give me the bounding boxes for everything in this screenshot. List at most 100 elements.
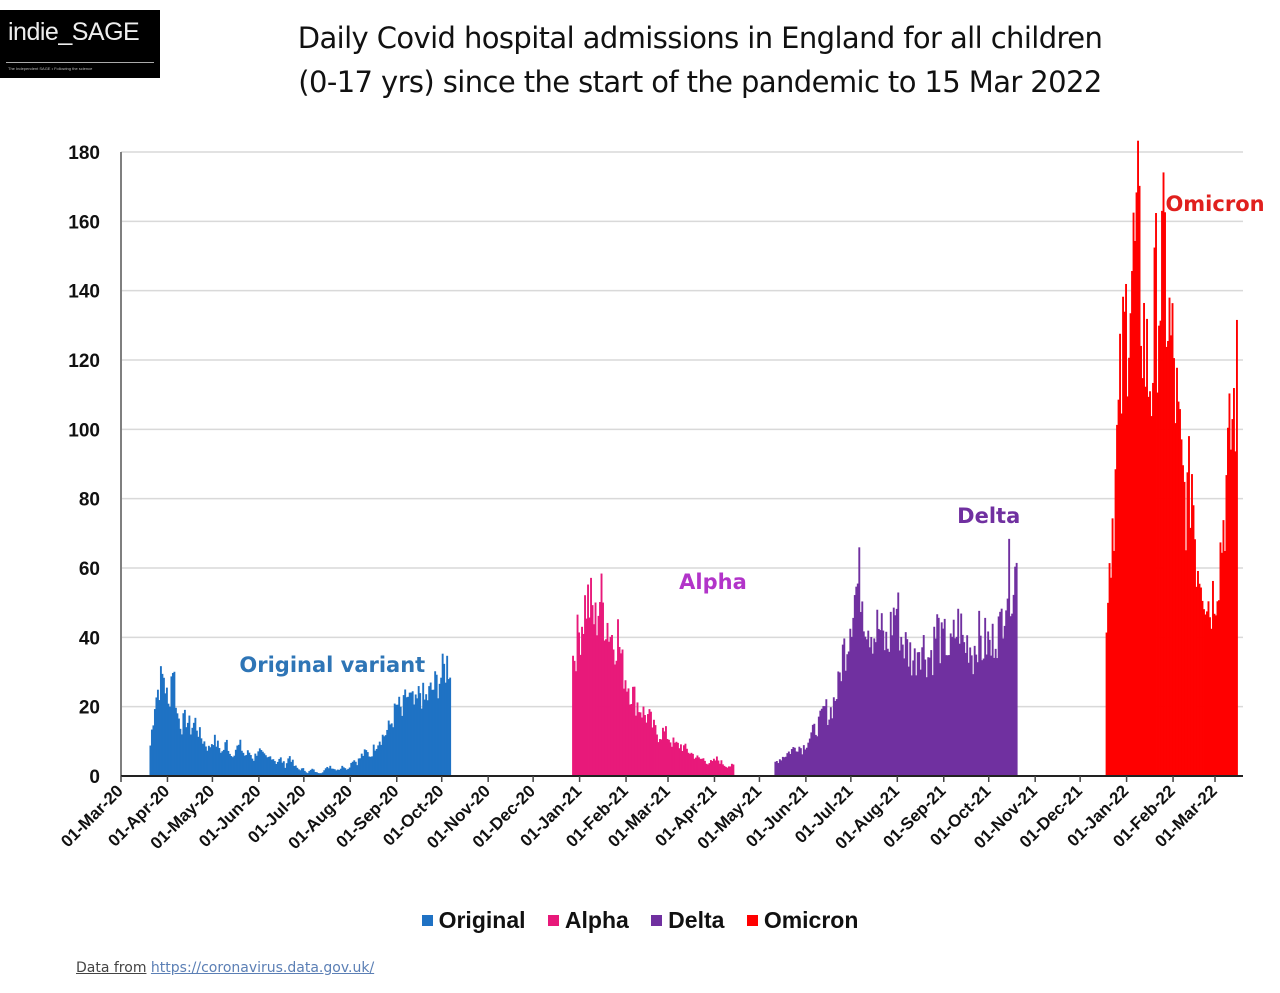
bar <box>798 746 801 776</box>
bar <box>195 730 198 776</box>
bar <box>726 767 729 776</box>
bar <box>1189 527 1192 776</box>
bar <box>868 647 871 776</box>
bar <box>362 755 365 776</box>
bar <box>341 765 344 776</box>
bar <box>972 674 975 776</box>
bar <box>348 767 351 776</box>
bar <box>368 756 371 776</box>
bar <box>161 673 164 776</box>
bar <box>696 755 699 776</box>
bar <box>1228 393 1231 776</box>
bar <box>426 700 429 776</box>
bar <box>727 766 730 776</box>
y-tick-label: 60 <box>79 559 100 580</box>
bar <box>1131 271 1133 776</box>
y-tick-label: 40 <box>79 628 100 649</box>
bar <box>606 622 609 776</box>
data-source-link[interactable]: https://coronavirus.data.gov.uk/ <box>150 960 375 976</box>
bar <box>659 739 661 776</box>
bar <box>1140 345 1142 776</box>
bar <box>218 748 221 776</box>
bar <box>360 753 363 776</box>
bar <box>916 652 919 776</box>
bar <box>672 737 675 776</box>
bar <box>644 715 646 776</box>
bar <box>817 716 820 776</box>
bar <box>1195 586 1198 776</box>
bar <box>721 764 724 776</box>
bar <box>650 711 652 776</box>
bar <box>703 760 706 776</box>
bar <box>1107 602 1110 776</box>
bar <box>907 666 910 776</box>
bar <box>615 660 618 776</box>
legend-label-alpha: Alpha <box>564 907 629 933</box>
bar <box>844 670 847 776</box>
bar <box>858 547 861 776</box>
bar <box>408 692 411 776</box>
bar <box>1141 378 1144 776</box>
bar <box>635 715 637 776</box>
bar <box>584 595 586 776</box>
bar <box>1222 520 1225 776</box>
bar <box>705 763 708 776</box>
bar <box>428 686 431 776</box>
bar <box>780 760 783 776</box>
bar <box>389 724 392 776</box>
bar <box>158 700 161 776</box>
bar <box>1011 613 1014 776</box>
bar <box>1216 601 1219 776</box>
bar <box>810 732 813 776</box>
bar <box>849 628 852 776</box>
bar <box>677 742 679 776</box>
bar <box>897 592 900 776</box>
bar <box>378 741 381 776</box>
bar <box>706 764 709 776</box>
bar <box>990 655 993 776</box>
bar <box>1006 598 1009 776</box>
bar <box>366 752 369 776</box>
bar <box>588 617 591 776</box>
bar <box>309 769 312 776</box>
y-tick-label: 20 <box>79 698 100 719</box>
bar <box>942 628 945 776</box>
bar <box>654 725 657 776</box>
bar <box>623 688 625 776</box>
bar <box>922 635 925 776</box>
bar <box>966 635 969 776</box>
bar <box>837 671 840 776</box>
bar <box>1113 550 1116 776</box>
bar <box>697 757 700 776</box>
bar <box>1177 401 1180 776</box>
bar <box>227 750 230 776</box>
bar <box>690 752 693 776</box>
bar <box>608 641 610 776</box>
bar <box>1204 614 1207 776</box>
bar <box>267 756 270 776</box>
bar <box>949 633 952 776</box>
bar <box>602 602 604 776</box>
bar <box>393 703 396 776</box>
bar <box>201 743 204 776</box>
bar <box>627 688 630 776</box>
bar <box>666 738 669 776</box>
bar <box>988 639 991 776</box>
bar <box>209 747 212 776</box>
bar <box>332 768 335 776</box>
bar <box>300 768 303 776</box>
bar <box>189 734 192 776</box>
bar <box>808 738 811 776</box>
bar <box>1215 615 1217 776</box>
bar <box>354 761 357 776</box>
bar <box>877 628 880 776</box>
bar <box>801 754 804 776</box>
bar <box>168 706 171 776</box>
bar <box>712 758 715 776</box>
bar <box>255 755 258 776</box>
bar <box>443 663 446 776</box>
chart-title-line-2: (0-17 yrs) since the start of the pandem… <box>298 65 1102 99</box>
bar <box>1120 413 1123 776</box>
bar <box>967 662 970 776</box>
bar <box>957 608 960 776</box>
